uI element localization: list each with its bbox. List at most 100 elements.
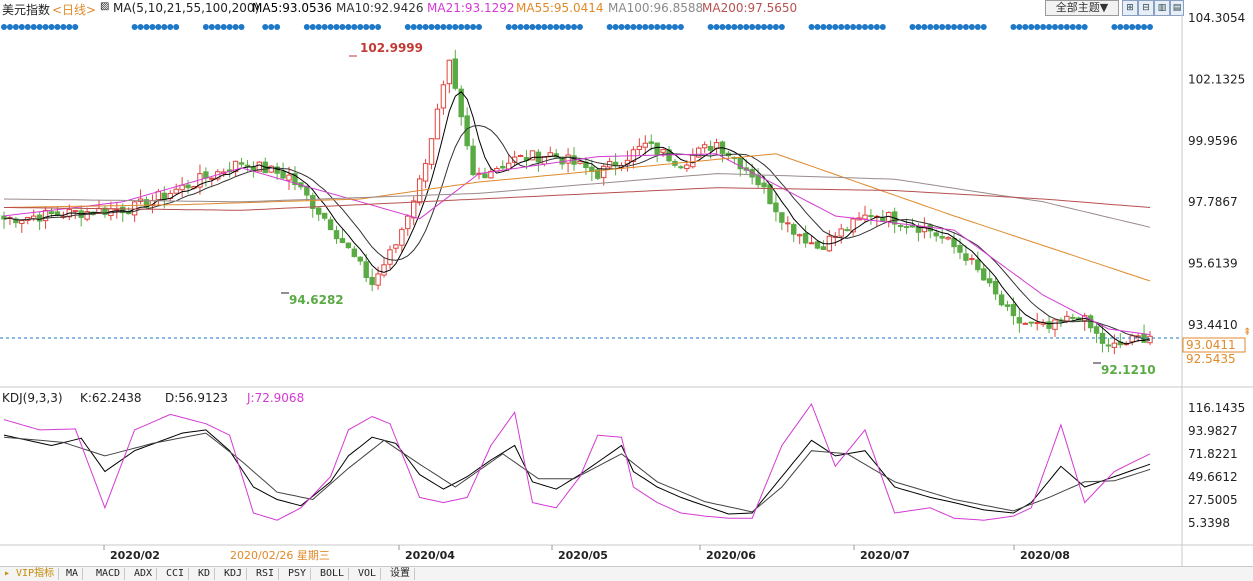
- candle-body: [321, 212, 328, 219]
- signal-dot: [357, 24, 364, 30]
- tab-kd[interactable]: KD: [194, 568, 216, 580]
- candle-body: [779, 212, 785, 223]
- signal-dot: [725, 24, 732, 30]
- signal-dot: [458, 24, 465, 30]
- tab-vol[interactable]: VOL: [354, 568, 382, 580]
- signal-dots: [1, 24, 1153, 30]
- kdj-y-tick: 27.5005: [1188, 493, 1238, 507]
- signal-dot: [1069, 24, 1076, 30]
- price-label-2: 92.5435: [1186, 352, 1236, 366]
- signal-dot: [927, 24, 934, 30]
- min-price-annotation-2: 92.1210: [1101, 363, 1156, 377]
- candle-body: [1022, 322, 1029, 325]
- signal-dot: [60, 24, 67, 30]
- period-selector[interactable]: <日线>: [52, 3, 97, 17]
- candle-body: [399, 228, 405, 246]
- candle-body: [268, 165, 274, 173]
- signal-dot: [630, 24, 637, 30]
- candle-body: [684, 164, 690, 170]
- tab-adx[interactable]: ADX: [130, 568, 158, 580]
- signal-dot: [743, 24, 750, 30]
- x-axis-label: 2020/02: [110, 549, 160, 562]
- candle-body: [36, 214, 43, 222]
- signal-dot: [1034, 24, 1041, 30]
- tab-cci[interactable]: CCI: [162, 568, 190, 580]
- x-axis-label: 2020/08: [1020, 549, 1070, 562]
- tab-rsi[interactable]: RSI: [252, 568, 280, 580]
- candle-body: [808, 242, 815, 245]
- candle-body: [1046, 321, 1052, 329]
- kdj-title: KDJ(9,3,3): [2, 391, 63, 405]
- candle-body: [1, 215, 7, 220]
- signal-dot: [523, 24, 530, 30]
- signal-dot: [648, 24, 655, 30]
- signal-dot: [470, 24, 477, 30]
- candle-body: [707, 146, 714, 151]
- signal-dot: [772, 24, 779, 30]
- signal-dot: [1129, 24, 1136, 30]
- signal-dot: [173, 24, 180, 30]
- candle-body: [559, 156, 565, 165]
- grid-icon[interactable]: ▥: [1154, 0, 1170, 16]
- signal-dot: [1081, 24, 1088, 30]
- chart-canvas[interactable]: 104.3054 102.1325 99.9596 97.7867 95.6139 93.…: [0, 0, 1253, 566]
- signal-dot: [274, 24, 281, 30]
- ma5-line: [3, 91, 1151, 345]
- candle-body: [161, 192, 168, 200]
- kdj-y-tick: 93.9827: [1188, 424, 1238, 438]
- tab-vip[interactable]: ▸ VIP指标: [0, 568, 60, 580]
- candle-body: [945, 237, 951, 240]
- theme-dropdown[interactable]: 全部主题▼: [1045, 0, 1119, 16]
- ma200-line: [4, 187, 1151, 211]
- settings-icon[interactable]: ▤: [1170, 0, 1184, 16]
- tab-macd[interactable]: MACD: [92, 568, 126, 580]
- signal-dot: [826, 24, 833, 30]
- signal-dot: [339, 24, 346, 30]
- signal-dot: [707, 24, 714, 30]
- kdj-j-value: J:72.9068: [247, 391, 305, 405]
- signal-dot: [18, 24, 25, 30]
- signal-dot: [262, 24, 269, 30]
- signal-dot: [541, 24, 548, 30]
- signal-dot: [719, 24, 726, 30]
- tab-psy[interactable]: PSY: [284, 568, 312, 580]
- max-price-annotation: 102.9999: [360, 41, 423, 55]
- signal-dot: [980, 24, 987, 30]
- signal-dot: [363, 24, 370, 30]
- candle-body: [986, 278, 993, 284]
- tab-boll[interactable]: BOLL: [316, 568, 350, 580]
- zoom-out-icon[interactable]: ⊟: [1138, 0, 1154, 16]
- price-y-tick: 95.6139: [1188, 257, 1238, 271]
- candlesticks: [1, 49, 1153, 355]
- tab-ma[interactable]: MA: [62, 568, 84, 580]
- candle-body: [369, 276, 375, 286]
- candle-body: [773, 202, 779, 213]
- candle-body: [648, 141, 654, 144]
- tab-kdj[interactable]: KDJ: [220, 568, 248, 580]
- ma-settings-icon[interactable]: ▨: [100, 1, 110, 12]
- signal-dot: [761, 24, 768, 30]
- candle-body: [339, 238, 346, 244]
- signal-dot: [511, 24, 518, 30]
- candle-body: [446, 59, 453, 85]
- signal-dot: [327, 24, 334, 30]
- signal-dot: [606, 24, 613, 30]
- signal-dot: [1063, 24, 1070, 30]
- candle-body: [820, 246, 827, 251]
- price-y-tick: 93.4410: [1188, 318, 1238, 332]
- signal-dot: [167, 24, 174, 30]
- signal-dot: [576, 24, 583, 30]
- signal-dot: [624, 24, 631, 30]
- signal-dot: [844, 24, 851, 30]
- signal-dot: [636, 24, 643, 30]
- signal-dot: [476, 24, 483, 30]
- candle-body: [351, 248, 358, 257]
- zoom-in-icon[interactable]: ⊞: [1122, 0, 1138, 16]
- candle-body: [880, 217, 886, 222]
- candle-body: [844, 229, 850, 232]
- candle-body: [13, 218, 19, 224]
- candle-body: [678, 166, 684, 169]
- candle-body: [393, 244, 399, 249]
- current-price-box: [1182, 337, 1246, 353]
- tab-设置[interactable]: 设置: [386, 568, 415, 580]
